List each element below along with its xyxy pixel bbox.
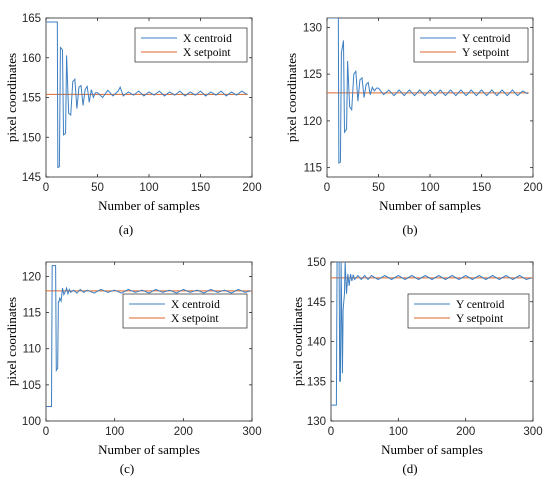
y-tick-label: 115 (23, 308, 41, 320)
y-tick-label: 150 (22, 132, 41, 144)
legend-box (134, 27, 248, 63)
chart-panel-1: 0 50 100 150 200 145 150 155 160 165 Number of sam… (4, 13, 262, 237)
x-tick-label: 50 (91, 182, 104, 194)
y-tick-label: 105 (22, 380, 41, 392)
panel-caption: (b) (402, 222, 417, 237)
centroid-line (327, 18, 529, 164)
x-tick-label: 300 (242, 426, 261, 438)
panel-caption: (c) (120, 461, 134, 476)
legend-entry: X setpoint (183, 47, 231, 59)
centroid-line (46, 265, 251, 408)
x-axis-label: Number of samples (381, 442, 483, 457)
y-tick-label: 135 (307, 376, 326, 388)
legend-entry: Y setpoint (462, 47, 510, 59)
legend: Y centroid Y setpoint (413, 27, 529, 63)
y-tick-label: 145 (22, 172, 41, 184)
chart-panel-4: 0 100 200 300 130 135 140 145 150 Number of sampl… (290, 257, 543, 476)
x-tick-label: 0 (324, 182, 330, 194)
y-tick-label: 145 (307, 297, 326, 309)
legend-entry: Y centroid (462, 33, 511, 45)
legend: X centroid X setpoint (134, 27, 248, 63)
y-tick-label: 160 (22, 53, 41, 65)
y-tick-label: 165 (22, 13, 41, 25)
y-tick-label: 100 (22, 416, 41, 428)
y-tick-label: 140 (307, 337, 326, 349)
centroid-line (331, 262, 532, 406)
x-tick-label: 150 (472, 182, 491, 194)
plot-area (330, 261, 534, 422)
x-axis-label: Number of samples (379, 198, 481, 213)
x-tick-label: 50 (372, 182, 385, 194)
y-axis-label: pixel coordinates (290, 297, 305, 386)
legend-entry: X setpoint (171, 313, 219, 325)
x-tick-label: 100 (139, 182, 158, 194)
x-tick-label: 200 (523, 182, 542, 194)
y-tick-label: 120 (303, 116, 322, 128)
legend-box (407, 293, 530, 329)
x-tick-label: 0 (328, 426, 334, 438)
y-tick-label: 125 (303, 69, 322, 81)
legend: X centroid X setpoint (122, 293, 248, 329)
legend-entry: X centroid (171, 299, 220, 311)
legend: Y centroid Y setpoint (407, 293, 530, 329)
x-tick-label: 300 (523, 426, 542, 438)
x-tick-label: 0 (43, 426, 49, 438)
x-tick-label: 150 (191, 182, 210, 194)
plot-area (45, 261, 253, 422)
legend-box (413, 27, 529, 63)
x-tick-label: 100 (105, 426, 124, 438)
x-tick-label: 200 (456, 426, 475, 438)
legend-entry: X centroid (183, 33, 232, 45)
y-axis-label: pixel coordinates (284, 53, 299, 142)
x-axis-label: Number of samples (98, 442, 200, 457)
x-axis-label: Number of samples (98, 198, 200, 213)
y-tick-label: 150 (307, 257, 326, 269)
y-tick-label: 120 (22, 271, 41, 283)
chart-panel-2: 0 50 100 150 200 115 120 125 130 Number of sample… (284, 17, 543, 237)
y-tick-label: 130 (303, 22, 322, 34)
x-tick-label: 100 (389, 426, 408, 438)
centroid-line (46, 21, 248, 169)
legend-box (122, 293, 248, 329)
y-tick-label: 110 (23, 344, 41, 356)
y-tick-label: 155 (22, 93, 41, 105)
legend-entry: Y setpoint (456, 313, 504, 325)
y-axis-label: pixel coordinates (4, 297, 19, 386)
y-tick-label: 115 (304, 163, 322, 175)
panel-caption: (a) (119, 222, 133, 237)
panel-caption: (d) (402, 461, 417, 476)
x-tick-label: 100 (420, 182, 439, 194)
x-tick-label: 0 (43, 182, 49, 194)
legend-entry: Y centroid (456, 299, 505, 311)
y-axis-label: pixel coordinates (4, 53, 19, 142)
x-tick-label: 200 (174, 426, 193, 438)
y-tick-label: 130 (307, 416, 326, 428)
x-tick-label: 200 (242, 182, 261, 194)
